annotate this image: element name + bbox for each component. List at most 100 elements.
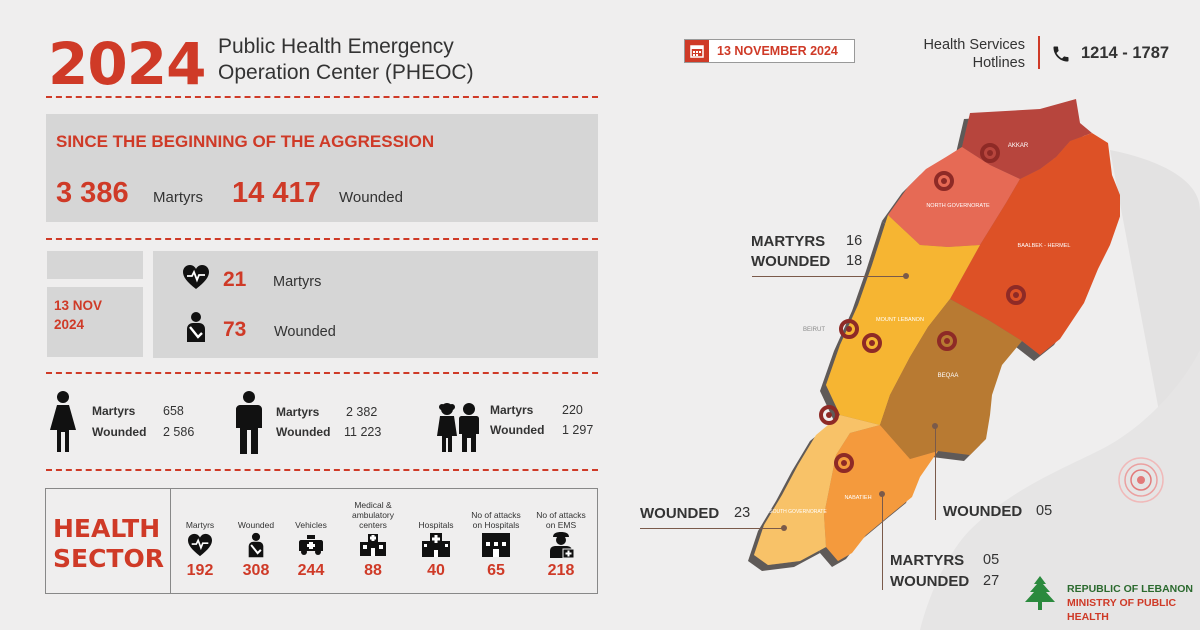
- beqaa-wounded-label: WOUNDED: [943, 503, 1023, 520]
- health-sector-item-label: Wounded: [237, 520, 275, 530]
- health-sector-item: Martyrs 192: [170, 496, 230, 580]
- report-date: 13 NOVEMBER 2024: [717, 44, 838, 58]
- health-sector-item-label: No of attacks on Hospitals: [471, 510, 521, 530]
- women-wounded-value: 2 586: [163, 425, 195, 439]
- region-label-south: SOUTH GOVERNORATE: [769, 509, 827, 515]
- health-sector-item-label: No of attacks on EMS: [536, 510, 586, 530]
- today-header-block: [47, 251, 143, 279]
- health-sector-item-value: 40: [427, 562, 445, 579]
- wounded-person-icon: [248, 532, 264, 558]
- today-wounded-value: 73: [223, 318, 247, 341]
- health-sector-item-label: Martyrs: [185, 520, 215, 530]
- ministry-line-1: REPUBLIC OF LEBANON: [1067, 583, 1193, 595]
- health-sector-item-label: Vehicles: [295, 520, 327, 530]
- man-icon: [236, 391, 262, 454]
- cedar-tree-icon: [1025, 576, 1055, 610]
- today-martyrs-value: 21: [223, 268, 247, 291]
- health-sector-item-label: Medical & ambulatory centers: [351, 500, 395, 530]
- region-label-akkar: AKKAR: [1008, 143, 1029, 149]
- region-label-beqaa: BEQAA: [938, 373, 959, 379]
- divider: [46, 469, 598, 471]
- women-martyrs-value: 658: [163, 404, 184, 418]
- callout-dot: [879, 491, 885, 497]
- world-map-backdrop: [920, 150, 1200, 630]
- men-martyrs-label: Martyrs: [276, 405, 320, 419]
- health-sector-item-value: 244: [297, 562, 325, 579]
- hospital-icon: [422, 533, 450, 557]
- region-label-mount-lebanon: MOUNT LEBANON: [876, 317, 924, 323]
- hotlines-label: Health Services Hotlines: [923, 37, 1025, 71]
- women-martyrs-label: Martyrs: [92, 404, 136, 418]
- women-wounded-label: Wounded: [92, 425, 147, 439]
- total-martyrs-value: 3 386: [56, 177, 129, 209]
- callout-dot: [903, 273, 909, 279]
- children-martyrs-value: 220: [562, 403, 583, 417]
- south-wounded-label: WOUNDED: [640, 505, 720, 522]
- today-wounded-label: Wounded: [274, 324, 336, 340]
- map-markers: [819, 143, 1026, 473]
- nabatieh-martyrs-value: 05: [983, 552, 1000, 568]
- men-martyrs-value: 2 382: [346, 405, 378, 419]
- divider: [46, 96, 598, 98]
- health-sector-item: Vehicles 244: [281, 496, 341, 580]
- total-martyrs-label: Martyrs: [153, 189, 203, 206]
- health-sector-item-value: 65: [487, 562, 505, 579]
- heart-pulse-icon: [183, 265, 209, 289]
- callout-line: [935, 426, 936, 520]
- health-sector-item-value: 218: [547, 562, 575, 579]
- health-sector-item: No of attacks on Hospitals 65: [466, 496, 526, 580]
- region-mount-lebanon: [826, 215, 980, 425]
- health-sector-divider: [170, 488, 171, 594]
- children-wounded-label: Wounded: [490, 423, 545, 437]
- since-beginning-panel: [46, 114, 598, 222]
- hotline-number: 1214 - 1787: [1081, 44, 1170, 62]
- mount-lebanon-wounded-value: 18: [846, 253, 863, 269]
- total-wounded-label: Wounded: [339, 189, 403, 206]
- region-north: [888, 147, 1020, 247]
- health-sector-item: No of attacks on EMS 218: [531, 496, 591, 580]
- region-label-baalbek: BAALBEK - HERMEL: [1018, 243, 1071, 249]
- damaged-hospital-icon: [482, 533, 510, 557]
- divider: [46, 238, 598, 240]
- since-beginning-title: SINCE THE BEGINNING OF THE AGGRESSION: [56, 132, 435, 151]
- region-baalbek: [950, 133, 1120, 355]
- lebanon-map: AKKAR NORTH GOVERNORATE BAALBEK - HERMEL…: [754, 99, 1120, 565]
- paramedic-icon: [550, 532, 575, 559]
- beqaa-wounded-value: 05: [1036, 503, 1053, 519]
- men-wounded-label: Wounded: [276, 425, 331, 439]
- south-wounded-value: 23: [734, 505, 751, 521]
- today-date: 13 NOV 2024: [54, 298, 103, 332]
- target-icon: [1118, 457, 1164, 503]
- page-title: Public Health Emergency Operation Center…: [218, 35, 474, 84]
- today-martyrs-label: Martyrs: [273, 274, 322, 290]
- men-wounded-value: 11 223: [344, 425, 382, 439]
- medical-center-icon: [360, 534, 386, 556]
- callout-dot: [932, 423, 938, 429]
- woman-icon: [50, 391, 76, 452]
- callout-line: [752, 276, 906, 277]
- ambulance-icon: [299, 535, 323, 555]
- health-sector-item-value: 192: [186, 562, 214, 579]
- children-wounded-value: 1 297: [562, 423, 594, 437]
- divider: [46, 372, 598, 374]
- callout-dot: [781, 525, 787, 531]
- health-sector-item: Medical & ambulatory centers 88: [343, 496, 403, 580]
- mount-lebanon-martyrs-value: 16: [846, 233, 863, 249]
- nabatieh-wounded-value: 27: [983, 573, 1000, 589]
- health-sector-item: Hospitals 40: [406, 496, 466, 580]
- wounded-person-icon: [187, 312, 205, 342]
- today-date-panel: [47, 287, 143, 357]
- mount-lebanon-wounded-label: WOUNDED: [751, 253, 831, 270]
- mount-lebanon-martyrs-label: MARTYRS: [751, 233, 826, 250]
- health-sector-title: HEALTH SECTOR: [53, 514, 165, 574]
- children-martyrs-label: Martyrs: [490, 403, 534, 417]
- phone-icon: [1053, 46, 1069, 62]
- ministry-line-2: MINISTRY OF PUBLIC HEALTH: [1067, 597, 1177, 623]
- health-sector-item-value: 308: [242, 562, 270, 579]
- nabatieh-wounded-label: WOUNDED: [890, 573, 970, 590]
- health-sector-item-value: 88: [364, 562, 382, 579]
- total-wounded-value: 14 417: [232, 177, 321, 209]
- region-label-beirut: BEIRUT: [803, 327, 825, 333]
- heart-pulse-icon: [188, 533, 212, 557]
- nabatieh-martyrs-label: MARTYRS: [890, 552, 965, 569]
